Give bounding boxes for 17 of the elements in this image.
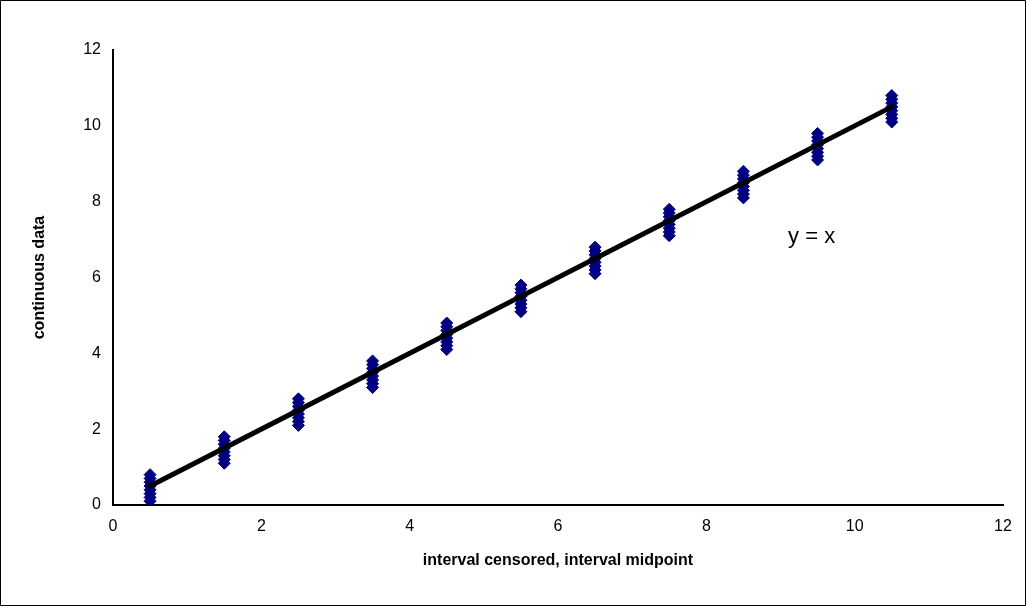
y-tick-label: 0 [92, 495, 102, 513]
y-tick-label: 4 [92, 343, 102, 361]
y-tick-label: 6 [92, 267, 102, 285]
y-tick-label: 10 [83, 116, 102, 134]
x-tick-label: 4 [405, 517, 415, 535]
x-tick-label: 10 [845, 517, 864, 535]
annotation: y = x [788, 222, 836, 248]
x-tick-label: 12 [994, 517, 1012, 535]
x-tick-label: 8 [701, 517, 711, 535]
y-tick-label: 12 [83, 40, 102, 58]
y-axis-title: continuous data [30, 215, 48, 340]
x-tick-label: 2 [256, 517, 266, 535]
x-axis-title: interval censored, interval midpoint [422, 550, 694, 568]
y-tick-label: 8 [92, 192, 102, 210]
x-tick-label: 0 [108, 517, 118, 535]
x-tick-label: 6 [553, 517, 563, 535]
y-tick-label: 2 [92, 419, 102, 437]
